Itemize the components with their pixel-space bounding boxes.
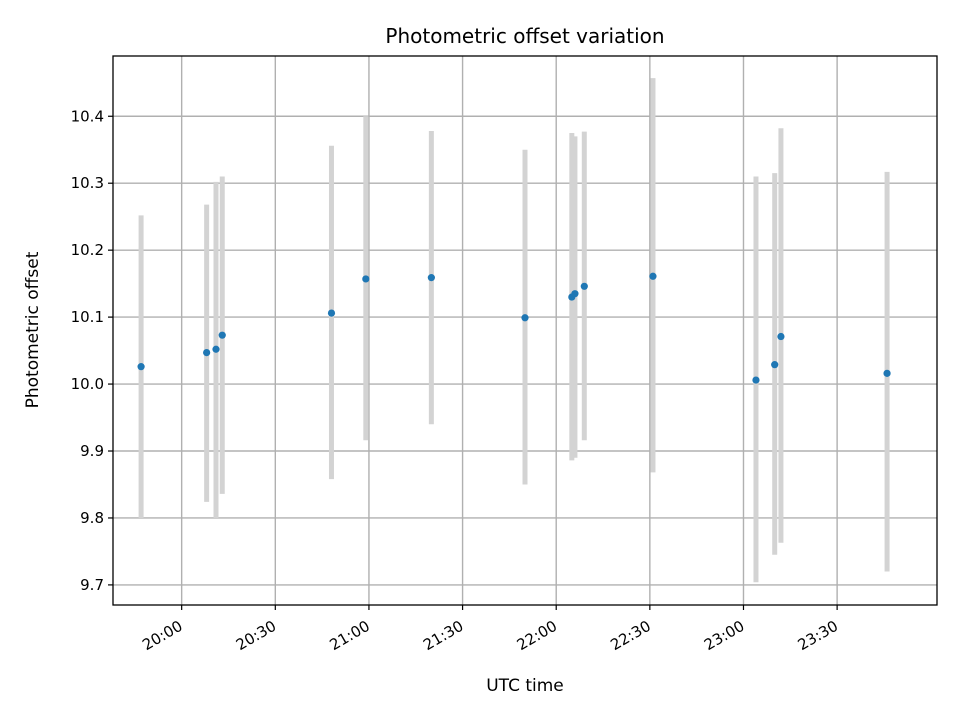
x-tick-label: 22:00 [514,617,560,654]
data-point [212,345,220,353]
data-point [327,309,336,317]
y-tick-label: 9.7 [80,576,104,594]
data-point [777,332,785,341]
y-tick-label: 10.2 [71,241,104,259]
y-tick-label: 10.1 [71,308,104,326]
x-tick-label: 20:00 [139,617,185,654]
y-tick-label: 10.4 [71,107,104,125]
plot-frame [112,55,938,606]
data-point [649,272,657,280]
data-point [203,348,211,357]
x-tick-label: 21:30 [420,617,466,654]
data-point [362,275,370,283]
data-point [218,331,226,339]
y-tick-label: 10.0 [71,375,104,393]
data-point [771,361,779,369]
y-axis: 9.7 9.8 9.9 10.0 10.1 10.2 10.3 10.4 [71,107,113,594]
y-axis-label: Photometric offset [23,251,43,408]
data-point [521,314,529,322]
data-point [883,369,891,377]
y-tick-label: 9.8 [80,509,104,527]
x-tick-label: 20:30 [233,617,279,654]
data-point [571,290,579,298]
data-point [137,363,145,371]
x-tick-label: 23:00 [701,617,747,654]
chart-title: Photometric offset variation [385,24,664,48]
error-bars [138,78,890,583]
x-axis: 20:00 20:30 21:00 21:30 22:00 22:30 23:00 23:30 [139,605,841,654]
data-point [427,274,435,282]
data-point [580,282,588,290]
y-tick-label: 10.3 [71,174,104,192]
x-tick-label: 22:30 [607,617,653,654]
x-tick-label: 23:30 [795,617,841,654]
data-point [752,376,760,384]
y-tick-label: 9.9 [80,442,104,460]
data-points [137,272,891,384]
x-tick-label: 21:00 [326,617,372,654]
x-axis-label: UTC time [486,676,564,696]
